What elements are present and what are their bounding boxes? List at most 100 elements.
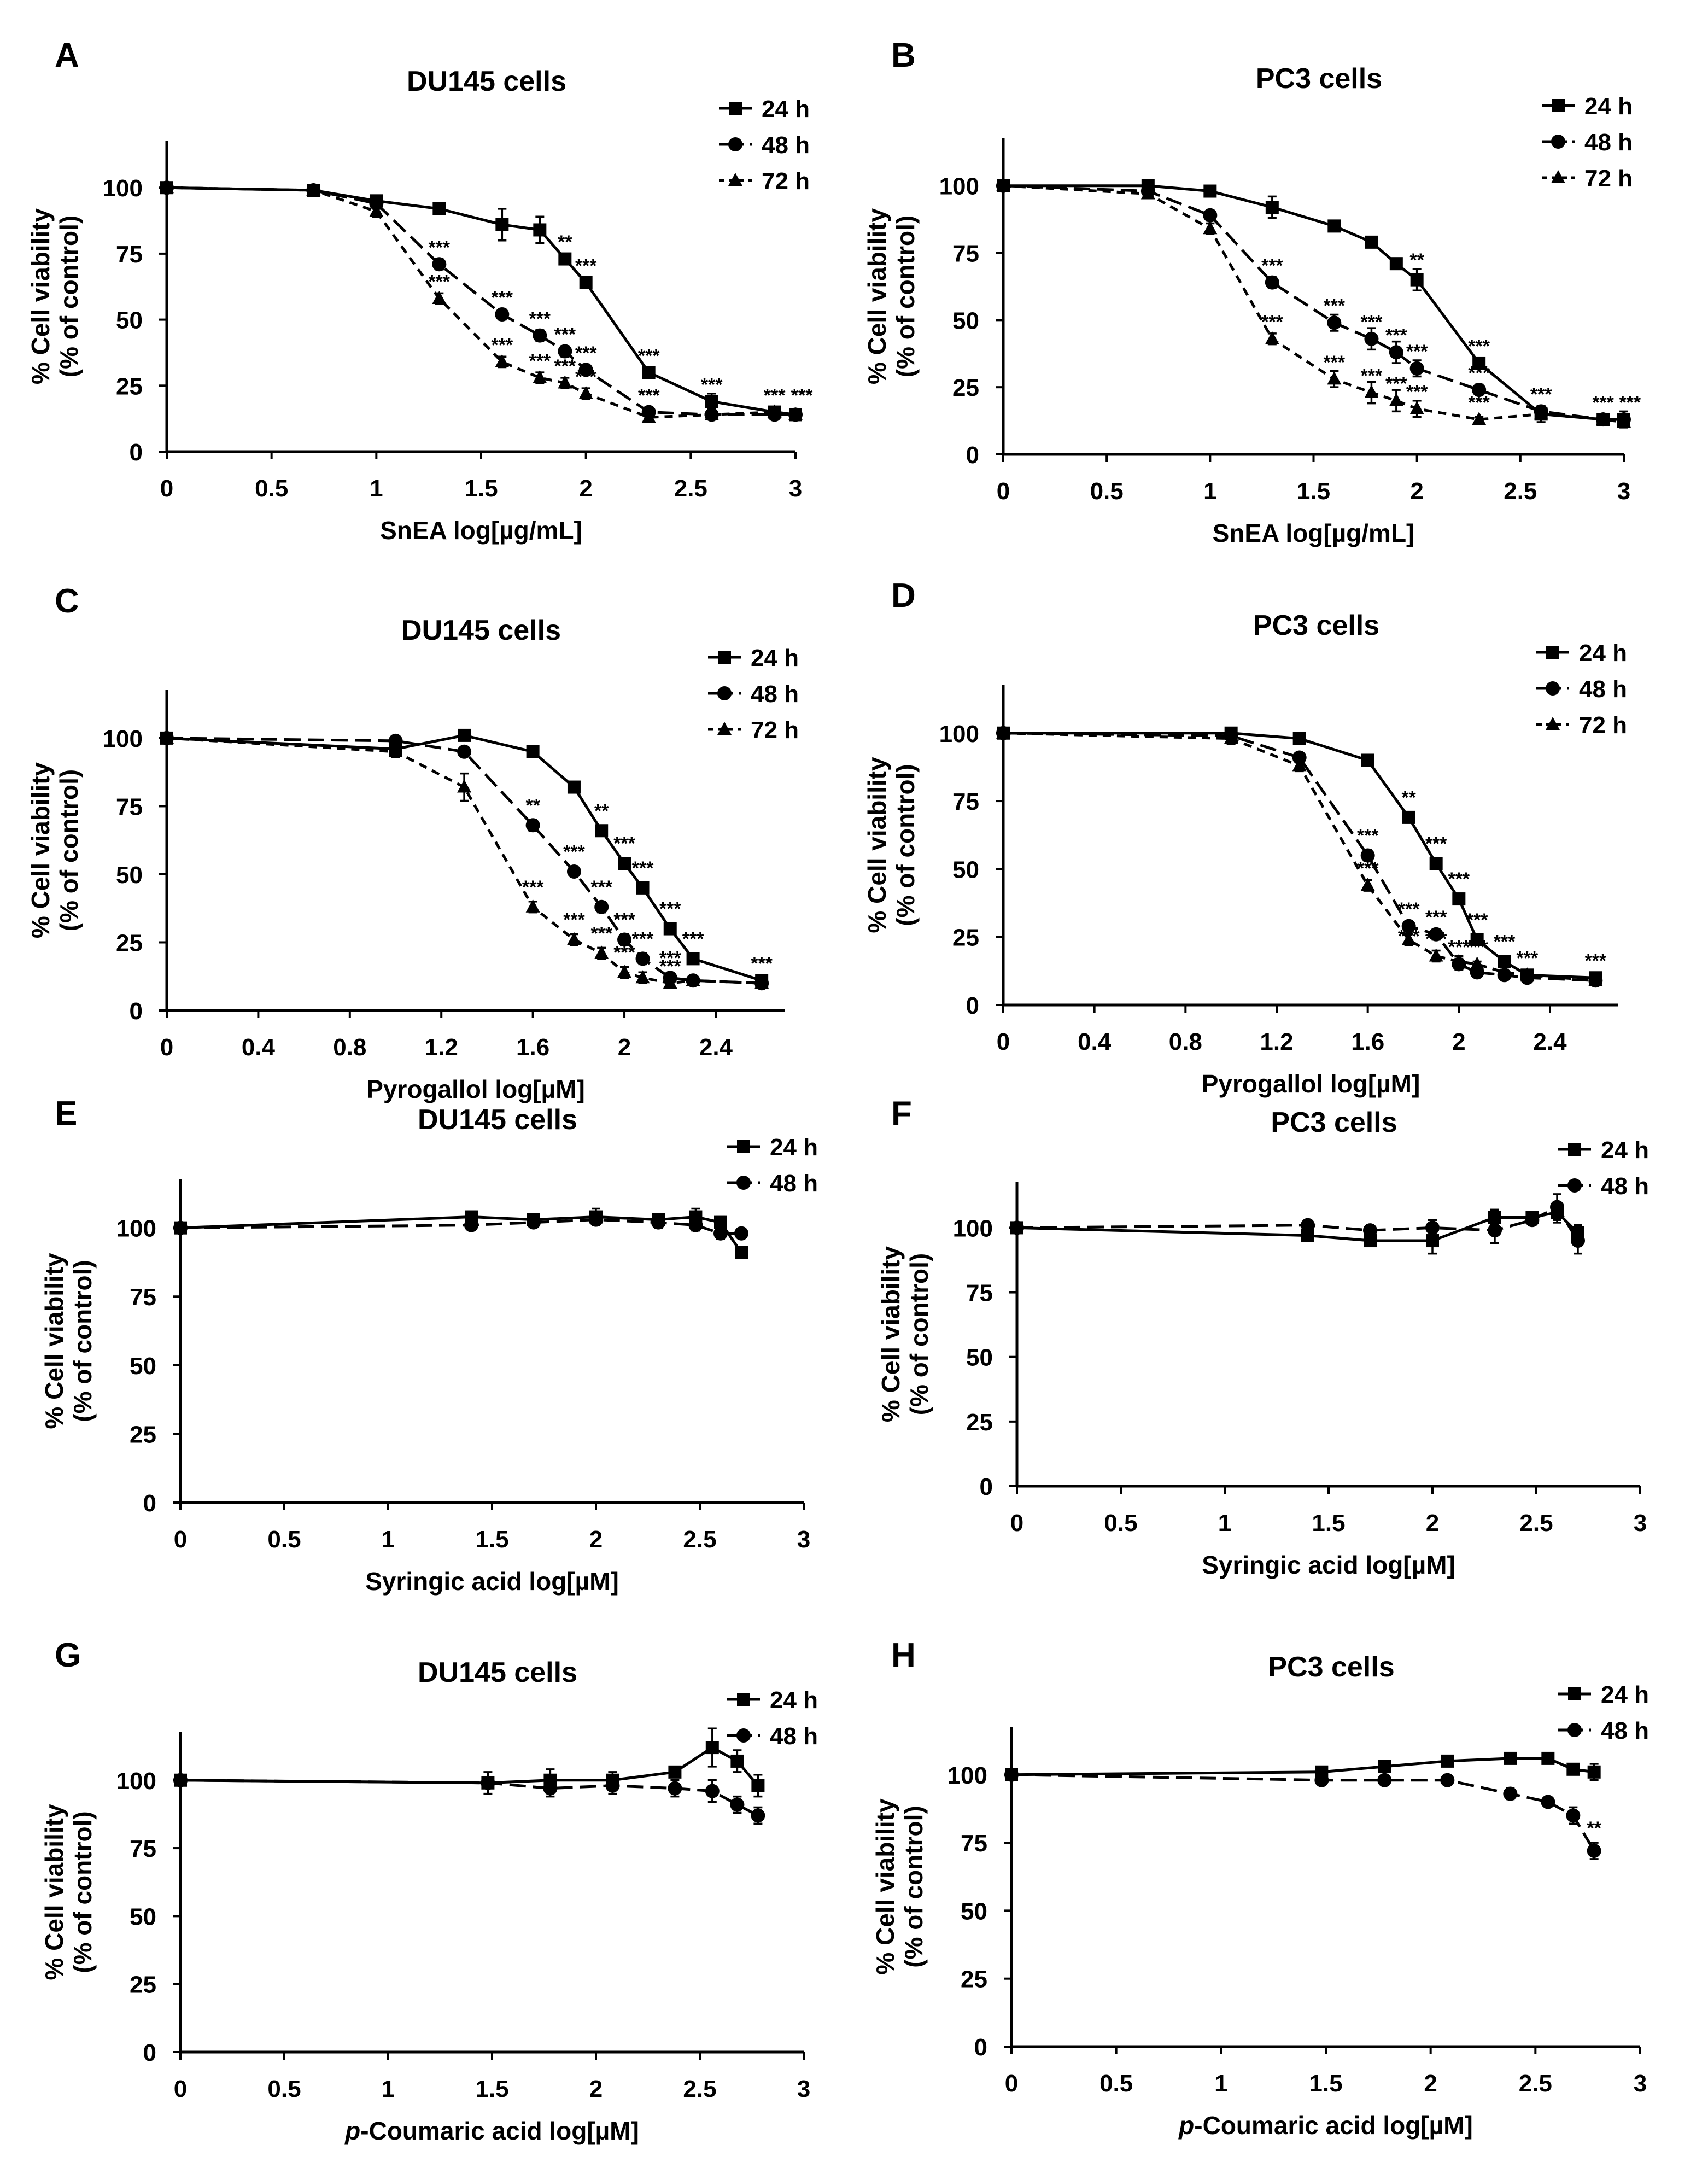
x-tick-label: 1.5 <box>464 475 498 502</box>
series-line <box>166 186 796 419</box>
data-point-triangle <box>1429 948 1443 962</box>
y-axis-label-line2: (% of control) <box>68 1811 97 1973</box>
y-axis-label-line2: (% of control) <box>55 215 83 377</box>
chart-title: DU145 cells <box>407 66 566 97</box>
data-point-triangle <box>160 730 174 744</box>
data-point-triangle <box>1401 932 1416 945</box>
x-tick-label: 1 <box>1218 1510 1231 1536</box>
y-tick-label: 25 <box>130 1421 156 1448</box>
chart-title: PC3 cells <box>1268 1651 1394 1683</box>
y-tick-label: 50 <box>116 862 143 889</box>
series-line <box>166 186 796 416</box>
significance-label: *** <box>1385 325 1407 346</box>
data-point-circle <box>1488 1223 1502 1238</box>
legend-label: 24 h <box>1584 93 1633 120</box>
y-axis-label-line2: (% of control) <box>891 764 920 926</box>
data-point-square <box>686 952 700 966</box>
x-tick-label: 2.5 <box>674 475 707 502</box>
significance-label: ** <box>1401 787 1416 808</box>
x-tick-label: 0.8 <box>1169 1028 1202 1055</box>
x-tick-label: 0 <box>174 1526 187 1553</box>
data-point-triangle <box>1360 878 1375 891</box>
data-point-circle <box>617 932 632 947</box>
legend-label: 48 h <box>1584 129 1633 156</box>
significance-label: *** <box>1406 341 1428 362</box>
x-tick-label: 3 <box>797 1526 810 1553</box>
x-tick-label: 1 <box>382 1526 395 1553</box>
data-point-circle <box>651 1215 665 1230</box>
data-point-square <box>705 395 718 408</box>
data-point-triangle <box>1203 221 1218 235</box>
data-point-circle <box>543 1781 558 1796</box>
legend-marker-triangle <box>1551 170 1565 183</box>
data-point-triangle <box>788 407 803 420</box>
data-point-triangle <box>533 370 547 383</box>
data-point-square <box>1429 857 1443 870</box>
legend-label: 72 h <box>1584 165 1633 192</box>
legend-marker-triangle <box>1546 717 1560 730</box>
significance-label: *** <box>1530 384 1552 405</box>
significance-label: *** <box>575 343 597 364</box>
significance-label: *** <box>1425 834 1447 855</box>
legend-marker-circle <box>1567 1723 1582 1737</box>
y-axis-label-line2: (% of control) <box>891 215 920 377</box>
significance-label: *** <box>1385 373 1407 394</box>
x-tick-label: 0 <box>997 1028 1010 1055</box>
series-line <box>166 186 795 416</box>
data-point-triangle <box>635 970 650 984</box>
significance-label: *** <box>1323 352 1345 373</box>
data-point-circle <box>1004 1767 1019 1782</box>
x-tick-label: 0 <box>997 478 1010 505</box>
series-72h <box>160 180 803 423</box>
significance-label: *** <box>563 910 585 931</box>
legend-label: 48 h <box>762 132 810 159</box>
data-point-circle <box>578 363 593 377</box>
y-tick-label: 50 <box>961 1898 987 1925</box>
significance-label: *** <box>1448 937 1470 958</box>
series-line <box>1016 1205 1580 1242</box>
y-tick-label: 100 <box>103 726 143 752</box>
significance-label: *** <box>554 356 576 377</box>
x-tick-label: 1.5 <box>475 1526 508 1553</box>
significance-label: *** <box>1398 899 1420 920</box>
significance-label: *** <box>529 308 551 329</box>
legend-marker-square <box>1568 1687 1581 1700</box>
data-point-circle <box>464 1218 478 1232</box>
data-point-square <box>558 252 572 266</box>
data-point-triangle <box>1452 954 1466 967</box>
y-tick-label: 0 <box>974 2034 987 2061</box>
significance-label: *** <box>554 324 576 345</box>
data-point-square <box>735 1246 748 1259</box>
x-tick-label: 0.5 <box>267 1526 301 1553</box>
data-point-triangle <box>641 410 656 423</box>
y-tick-label: 75 <box>130 1836 156 1862</box>
data-point-square <box>636 881 650 895</box>
data-point-circle <box>566 864 581 879</box>
data-point-triangle <box>1327 371 1342 385</box>
data-point-circle <box>1327 315 1342 330</box>
significance-label: *** <box>529 351 551 372</box>
x-tick-label: 1 <box>382 2076 395 2102</box>
significance-label: *** <box>1584 950 1606 971</box>
data-point-square <box>567 780 581 794</box>
x-tick-label: 3 <box>797 2076 810 2102</box>
x-tick-label: 1.5 <box>1297 478 1330 505</box>
data-point-triangle <box>1617 414 1631 428</box>
significance-label: *** <box>1592 392 1614 413</box>
y-tick-label: 0 <box>130 439 143 466</box>
series-line <box>166 734 762 982</box>
x-tick-label: 3 <box>1634 2070 1647 2097</box>
x-axis-label-text: Pyrogallol log[µM] <box>366 1075 585 1103</box>
chart-title: DU145 cells <box>401 615 561 646</box>
data-point-square <box>1292 732 1306 745</box>
legend-marker-triangle <box>717 722 732 735</box>
panel-letter: D <box>891 577 916 615</box>
significance-label: *** <box>1357 826 1379 846</box>
data-point-circle <box>730 1797 745 1812</box>
y-tick-label: 50 <box>952 856 979 883</box>
data-point-square <box>1389 257 1403 271</box>
data-point-triangle <box>686 973 700 986</box>
data-point-square <box>705 1741 719 1755</box>
y-axis-label: % Cell viability (% of control) <box>863 208 920 385</box>
x-tick-label: 2 <box>579 475 592 502</box>
